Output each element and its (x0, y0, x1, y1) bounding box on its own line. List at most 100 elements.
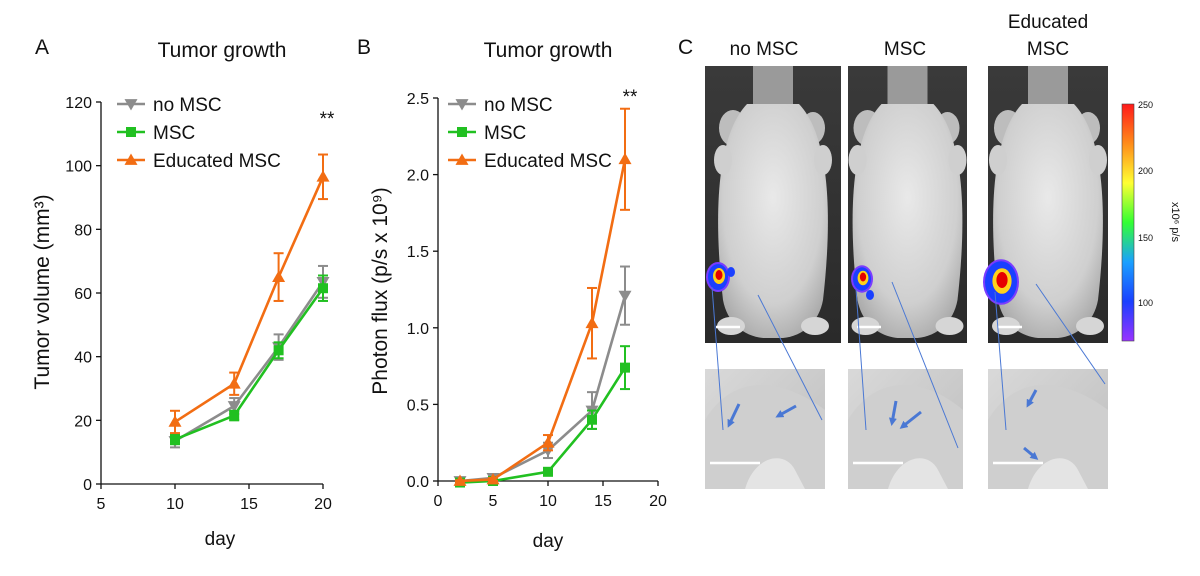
mouse-body (718, 104, 828, 338)
chart-a-data-point (273, 345, 284, 356)
chart-b: B Tumor growth Photon flux (p/s x 10⁹) d… (357, 36, 667, 552)
chart-a-legend: no MSC MSC Educated MSC (117, 95, 281, 172)
label-msc: MSC (884, 39, 926, 60)
chart-b-ytick-label: 1.5 (407, 244, 429, 261)
chart-b-legend-marker (455, 99, 469, 111)
mouse-image-layer (705, 66, 1108, 489)
chart-b-data-point (541, 436, 555, 448)
chart-a-series-layer (168, 153, 330, 449)
chart-a-ytick-label: 60 (74, 286, 92, 303)
luminescence-spot (866, 290, 874, 300)
chart-a-legend-label: Educated MSC (153, 151, 281, 172)
chart-a-data-point (316, 170, 330, 182)
chart-a-xtick-label: 10 (166, 496, 184, 513)
chart-a-series-0 (168, 264, 330, 449)
tumor-arrow (1023, 446, 1039, 460)
mouse-paw (948, 145, 967, 175)
chart-a-ylabel: Tumor volume (mm³) (31, 194, 54, 389)
mouse-paw (714, 145, 732, 175)
luminescence-core (996, 272, 1008, 288)
chart-a-data-point (229, 410, 240, 421)
chart-a-legend-label: MSC (153, 123, 195, 144)
zoom-panel-1 (848, 281, 963, 489)
mouse-panel-2 (983, 66, 1108, 343)
chart-a-data-point (318, 283, 328, 294)
mouse-paw (1089, 145, 1107, 175)
label-educated-msc: MSC (1027, 39, 1069, 60)
chart-a-xtick-label: 5 (97, 496, 106, 513)
chart-a: A Tumor growth Tumor volume (mm³) day 0 2… (31, 36, 335, 550)
mouse-body (852, 104, 963, 338)
chart-a-xtick-label: 15 (240, 496, 258, 513)
chart-a-data-point (227, 377, 241, 389)
tumor-arrow (727, 403, 741, 428)
chart-a-xtick-label: 20 (314, 496, 332, 513)
chart-b-title: Tumor growth (484, 39, 613, 62)
mouse-hind-leg (801, 317, 829, 335)
chart-a-ytick-label: 20 (74, 413, 92, 430)
chart-b-xtick-label: 5 (489, 493, 498, 510)
mouse-panel-1 (848, 66, 967, 343)
chart-b-significance: ** (623, 87, 638, 108)
colorbar: 250 200 150 100 x10⁶ p/s (1121, 100, 1181, 342)
chart-b-ylabel: Photon flux (p/s x 10⁹) (369, 187, 392, 394)
chart-a-legend-marker (126, 127, 136, 137)
chart-b-data-point (618, 152, 632, 165)
chart-a-ytick-label: 40 (74, 350, 92, 367)
chart-b-xtick-label: 20 (649, 493, 667, 510)
chart-a-data-point (227, 401, 241, 413)
chart-a-xlabel: day (205, 529, 236, 550)
chart-a-series-line (174, 176, 325, 424)
chart-b-ytick-label: 2.5 (407, 91, 429, 108)
chart-b-xtick-label: 10 (539, 493, 557, 510)
chart-a-ytick-label: 80 (74, 222, 92, 239)
chart-a-title: Tumor growth (158, 39, 287, 62)
colorbar-unit: x10⁶ p/s (1169, 202, 1181, 242)
zoom-connector (757, 294, 823, 421)
chart-b-legend-label: no MSC (484, 95, 553, 116)
mouse-paw (814, 145, 832, 175)
panel-c-images: C no MSC MSC Educated MSC 250 200 150 10… (678, 12, 1181, 489)
chart-b-legend-marker (455, 153, 469, 165)
chart-b-data-point (543, 466, 553, 477)
chart-a-ytick-label: 100 (65, 159, 92, 176)
chart-a-series-2 (168, 153, 330, 435)
colorbar-tick-200: 200 (1138, 166, 1153, 176)
colorbar-tick-250: 250 (1138, 100, 1153, 110)
chart-a-ytick-label: 120 (65, 95, 92, 112)
label-educated: Educated (1008, 12, 1088, 33)
tumor-arrow (775, 404, 797, 418)
colorbar-tick-150: 150 (1138, 233, 1153, 243)
chart-a-series-line (174, 281, 325, 443)
zoom-leg (1028, 458, 1088, 489)
label-no-msc: no MSC (730, 39, 799, 60)
chart-b-series-2 (453, 107, 632, 486)
chart-b-axes: 0.0 0.5 1.0 1.5 2.0 2.5 0 5 10 15 20 (407, 91, 667, 510)
zoom-connector (711, 286, 724, 431)
chart-b-ytick-label: 2.0 (407, 168, 429, 185)
chart-a-data-point (168, 415, 182, 427)
luminescence-spot (727, 267, 735, 277)
nose-cone (753, 66, 793, 106)
tumor-arrow (1026, 389, 1038, 408)
mouse-paw (848, 145, 867, 175)
chart-a-axes: 0 20 40 60 80 100 120 5 10 15 20 (65, 95, 332, 513)
chart-a-legend-marker (124, 153, 138, 165)
mouse-hind-leg (935, 317, 964, 335)
mouse-hind-leg (1076, 317, 1104, 335)
zoom-leg (888, 458, 948, 489)
zoom-panel-2 (988, 283, 1108, 489)
panel-letter-c: C (678, 36, 693, 59)
chart-a-ytick-label: 0 (83, 477, 92, 494)
chart-b-legend-label: MSC (484, 123, 526, 144)
nose-cone (1028, 66, 1068, 106)
panel-letter-b: B (357, 36, 371, 59)
chart-b-data-point (620, 362, 630, 373)
colorbar-scale (1121, 103, 1135, 342)
zoom-connector (1035, 283, 1106, 385)
chart-b-series-line (459, 295, 627, 483)
chart-b-data-point (585, 316, 599, 329)
chart-a-data-point (170, 434, 180, 445)
mouse-paw (989, 145, 1007, 175)
chart-b-data-point (618, 290, 632, 303)
